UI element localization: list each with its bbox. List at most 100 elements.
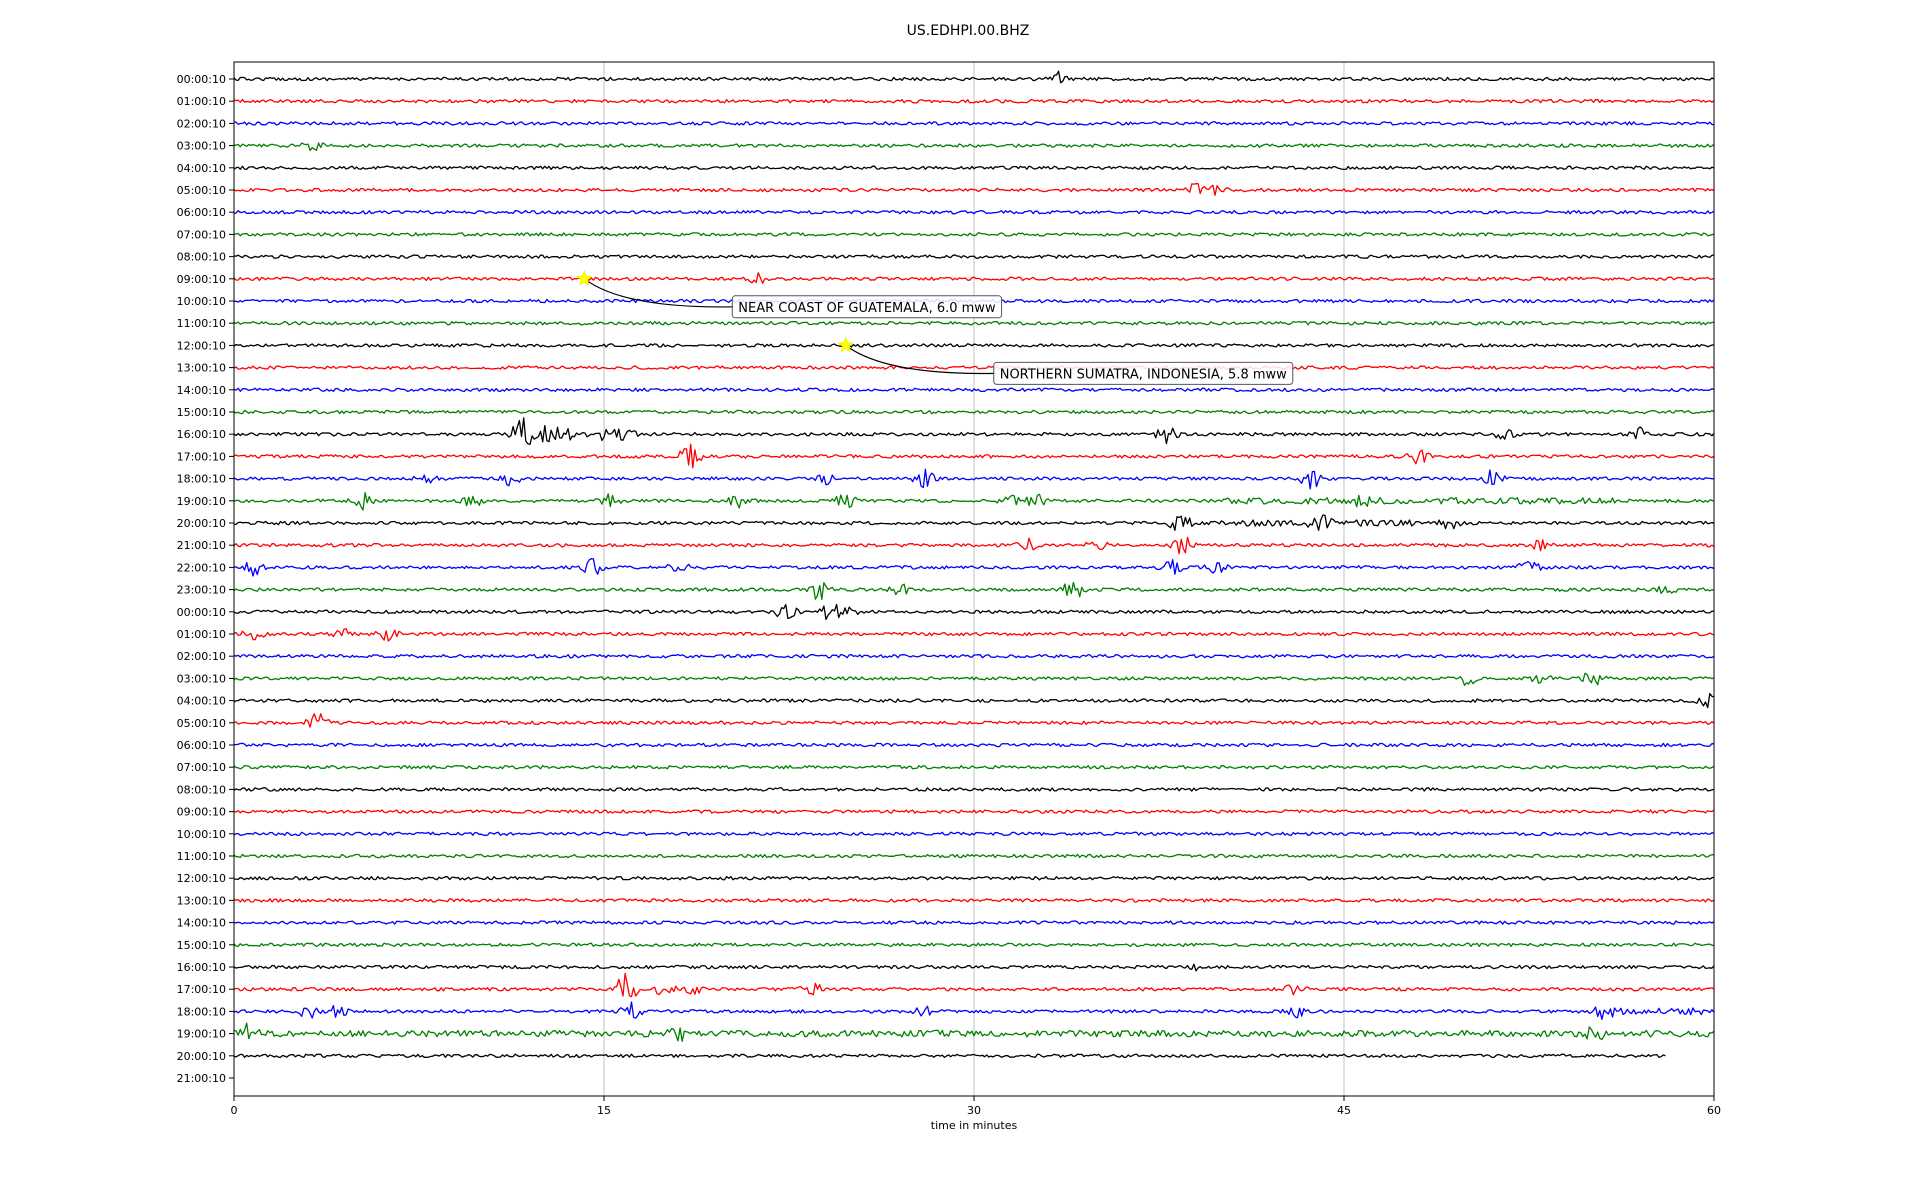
trace-row-12 <box>233 343 1715 348</box>
row-time-label: 10:00:10 <box>177 828 226 841</box>
trace-row-21 <box>233 536 1715 555</box>
row-time-label: 13:00:10 <box>177 894 226 907</box>
row-time-label: 12:00:10 <box>177 872 226 885</box>
row-time-label: 07:00:10 <box>177 228 226 241</box>
row-time-label: 07:00:10 <box>177 761 226 774</box>
row-time-label: 20:00:10 <box>177 1050 226 1063</box>
row-time-label: 00:00:10 <box>177 73 226 86</box>
row-time-label: 21:00:10 <box>177 1072 226 1085</box>
x-tick-label: 0 <box>231 1104 238 1117</box>
event-connector <box>845 344 996 375</box>
trace-row-40 <box>233 963 1715 972</box>
row-time-label: 10:00:10 <box>177 295 226 308</box>
event-label: NEAR COAST OF GUATEMALA, 6.0 mww <box>738 301 996 316</box>
row-time-label: 08:00:10 <box>177 251 226 264</box>
trace-row-34 <box>233 831 1715 837</box>
row-time-label: 18:00:10 <box>177 473 226 486</box>
trace-row-29 <box>233 713 1715 728</box>
row-time-label: 22:00:10 <box>177 561 226 574</box>
row-time-label: 13:00:10 <box>177 362 226 375</box>
row-time-label: 17:00:10 <box>177 983 226 996</box>
row-time-label: 12:00:10 <box>177 339 226 352</box>
trace-row-4 <box>233 165 1715 171</box>
trace-row-41 <box>233 972 1715 998</box>
row-time-label: 15:00:10 <box>177 406 226 419</box>
row-time-label: 04:00:10 <box>177 695 226 708</box>
row-time-label: 06:00:10 <box>177 206 226 219</box>
row-time-label: 09:00:10 <box>177 273 226 286</box>
trace-row-9 <box>233 272 1715 284</box>
row-time-label: 20:00:10 <box>177 517 226 530</box>
trace-row-24 <box>233 603 1715 621</box>
x-axis-label: time in minutes <box>931 1119 1018 1132</box>
row-time-label: 00:00:10 <box>177 606 226 619</box>
row-time-label: 18:00:10 <box>177 1005 226 1018</box>
event-annotations: NEAR COAST OF GUATEMALA, 6.0 mww NORTHERN… <box>576 270 1294 385</box>
trace-row-32 <box>233 787 1715 792</box>
row-time-label: 06:00:10 <box>177 739 226 752</box>
row-time-label: 19:00:10 <box>177 495 226 508</box>
row-time-label: 21:00:10 <box>177 539 226 552</box>
trace-row-42 <box>233 1001 1715 1020</box>
vertical-gridlines <box>603 62 1345 1096</box>
trace-row-43 <box>233 1022 1715 1043</box>
row-time-label: 11:00:10 <box>177 317 226 330</box>
row-time-label: 16:00:10 <box>177 961 226 974</box>
trace-row-7 <box>233 232 1715 237</box>
chart-title: US.EDHPI.00.BHZ <box>907 23 1030 39</box>
trace-row-33 <box>233 809 1715 814</box>
trace-row-38 <box>233 920 1715 925</box>
trace-row-23 <box>233 581 1715 601</box>
x-tick-label: 30 <box>967 1104 981 1117</box>
event-label: NORTHERN SUMATRA, INDONESIA, 5.8 mww <box>1000 367 1287 382</box>
trace-row-1 <box>233 98 1715 104</box>
row-time-label: 02:00:10 <box>177 117 226 130</box>
x-tick-label: 15 <box>597 1104 611 1117</box>
trace-row-19 <box>233 491 1715 511</box>
trace-row-35 <box>233 853 1715 859</box>
event-star-marker <box>837 336 854 353</box>
event-connector <box>583 278 735 308</box>
trace-row-26 <box>233 653 1715 659</box>
row-time-label: 05:00:10 <box>177 184 226 197</box>
row-time-label: 16:00:10 <box>177 428 226 441</box>
trace-row-37 <box>233 898 1715 903</box>
trace-row-18 <box>233 468 1715 490</box>
event-star-marker <box>576 270 593 286</box>
x-axis-ticks: 0 15 30 45 60 <box>231 1096 1721 1117</box>
trace-row-28 <box>233 692 1715 709</box>
row-time-label: 14:00:10 <box>177 917 226 930</box>
row-time-label: 17:00:10 <box>177 450 226 463</box>
trace-row-3 <box>233 142 1715 152</box>
trace-row-0 <box>233 70 1715 84</box>
row-time-label: 02:00:10 <box>177 650 226 663</box>
trace-row-44 <box>233 1053 1666 1059</box>
row-time-label: 19:00:10 <box>177 1028 226 1041</box>
row-time-label: 14:00:10 <box>177 384 226 397</box>
row-time-label: 09:00:10 <box>177 806 226 819</box>
row-time-label: 01:00:10 <box>177 95 226 108</box>
trace-row-6 <box>233 209 1715 215</box>
trace-row-14 <box>233 387 1715 393</box>
trace-row-13 <box>233 365 1715 370</box>
trace-row-31 <box>233 764 1715 770</box>
trace-row-25 <box>233 628 1715 642</box>
row-time-label: 03:00:10 <box>177 672 226 685</box>
trace-row-5 <box>233 182 1715 196</box>
trace-row-20 <box>233 514 1715 531</box>
trace-row-36 <box>233 875 1715 881</box>
trace-row-27 <box>233 672 1715 686</box>
row-time-label: 01:00:10 <box>177 628 226 641</box>
row-time-labels: 00:00:10 01:00:10 02:00:10 03:00:10 04:00:10… <box>177 73 234 1085</box>
trace-row-30 <box>233 742 1715 748</box>
x-tick-label: 60 <box>1707 1104 1721 1117</box>
row-time-label: 15:00:10 <box>177 939 226 952</box>
trace-row-39 <box>233 942 1714 948</box>
row-time-label: 23:00:10 <box>177 584 226 597</box>
trace-row-17 <box>233 443 1715 469</box>
trace-row-11 <box>233 320 1715 326</box>
row-time-label: 11:00:10 <box>177 850 226 863</box>
trace-row-8 <box>233 254 1715 259</box>
seismic-traces <box>233 70 1715 1059</box>
